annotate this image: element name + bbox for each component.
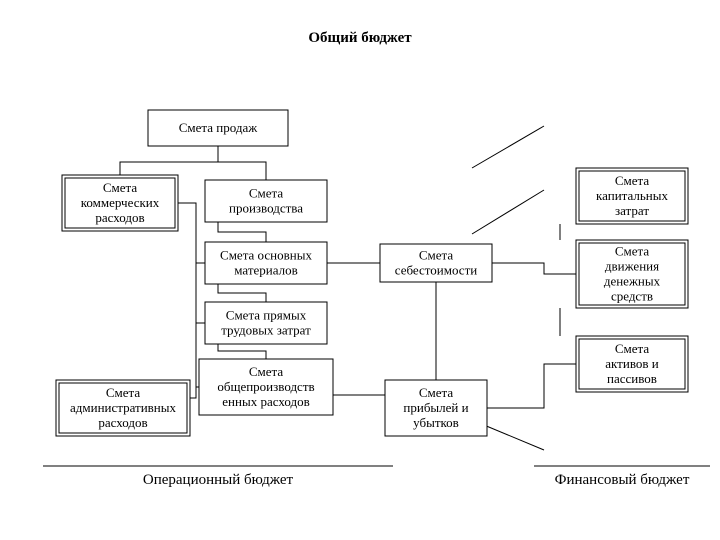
node-cashflow: Сметадвиженияденежныхсредств bbox=[576, 240, 688, 308]
node-label: движения bbox=[605, 259, 659, 274]
node-label: коммерческих bbox=[81, 195, 160, 210]
node-label: Смета продаж bbox=[179, 120, 258, 135]
node-label: Смета bbox=[615, 244, 650, 259]
node-label: Смета bbox=[249, 364, 284, 379]
node-label: прибылей и bbox=[403, 400, 468, 415]
footer-label: Операционный бюджет bbox=[143, 472, 294, 488]
diagram-title: Общий бюджет bbox=[308, 30, 412, 46]
node-production: Сметапроизводства bbox=[205, 180, 327, 222]
node-label: Смета bbox=[249, 186, 284, 201]
node-label: Смета прямых bbox=[226, 308, 307, 323]
node-sales: Смета продаж bbox=[148, 110, 288, 146]
node-label: Смета bbox=[419, 385, 454, 400]
footer-label: Финансовый бюджет bbox=[555, 472, 690, 488]
node-label: средств bbox=[611, 289, 653, 304]
node-label: Смета bbox=[615, 341, 650, 356]
node-label: енных расходов bbox=[222, 394, 309, 409]
node-materials: Смета основныхматериалов bbox=[205, 242, 327, 284]
node-label: Смета bbox=[419, 248, 454, 263]
node-label: расходов bbox=[95, 210, 144, 225]
node-capex: Сметакапитальныхзатрат bbox=[576, 168, 688, 224]
budget-flowchart: Общий бюджетСмета продажСметакоммерчески… bbox=[0, 0, 720, 540]
node-label: затрат bbox=[615, 203, 649, 218]
node-label: убытков bbox=[413, 415, 459, 430]
node-label: материалов bbox=[234, 263, 298, 278]
node-label: производства bbox=[229, 201, 303, 216]
node-label: административных bbox=[70, 400, 176, 415]
node-labor: Смета прямыхтрудовых затрат bbox=[205, 302, 327, 344]
node-label: трудовых затрат bbox=[221, 323, 311, 338]
node-admin: Сметаадминистративныхрасходов bbox=[56, 380, 190, 436]
node-cost: Сметасебестоимости bbox=[380, 244, 492, 282]
node-label: денежных bbox=[604, 274, 661, 289]
node-label: Смета bbox=[106, 385, 141, 400]
node-label: расходов bbox=[98, 415, 147, 430]
node-label: Смета bbox=[103, 180, 138, 195]
node-label: пассивов bbox=[607, 371, 657, 386]
node-label: активов и bbox=[605, 356, 658, 371]
node-label: Смета основных bbox=[220, 248, 312, 263]
node-label: себестоимости bbox=[395, 263, 477, 278]
node-label: капитальных bbox=[596, 188, 668, 203]
node-label: Смета bbox=[615, 173, 650, 188]
node-balance: Сметаактивов ипассивов bbox=[576, 336, 688, 392]
node-commercial: Сметакоммерческихрасходов bbox=[62, 175, 178, 231]
node-label: общепроизводств bbox=[217, 379, 314, 394]
node-pl: Сметаприбылей иубытков bbox=[385, 380, 487, 436]
node-overhead: Сметаобщепроизводственных расходов bbox=[199, 359, 333, 415]
